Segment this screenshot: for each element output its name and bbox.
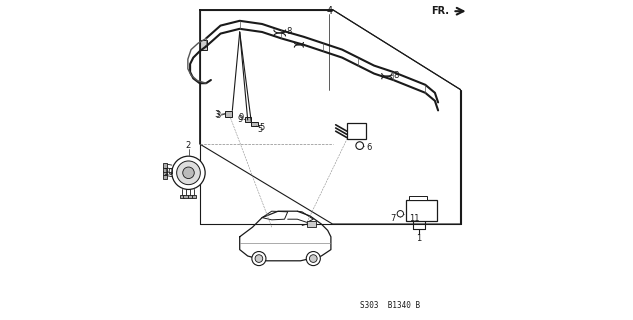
- Circle shape: [172, 156, 205, 189]
- Bar: [187, 195, 192, 198]
- Text: 7: 7: [391, 214, 396, 223]
- Bar: [163, 175, 167, 179]
- Bar: [246, 117, 251, 122]
- Text: 4: 4: [326, 6, 332, 16]
- Bar: [410, 196, 427, 200]
- Circle shape: [255, 255, 263, 262]
- Text: 2: 2: [186, 141, 191, 150]
- Bar: [347, 123, 366, 139]
- Text: 11: 11: [409, 214, 419, 223]
- Text: 5: 5: [260, 124, 265, 132]
- Circle shape: [397, 211, 404, 217]
- Text: 3: 3: [215, 111, 220, 120]
- Text: 9: 9: [237, 115, 242, 124]
- Text: 3: 3: [215, 110, 220, 119]
- Text: 8: 8: [393, 71, 399, 80]
- Circle shape: [306, 252, 320, 266]
- Circle shape: [183, 167, 194, 179]
- Text: FR.: FR.: [431, 6, 449, 16]
- Bar: [180, 195, 184, 198]
- Text: 10: 10: [163, 168, 173, 177]
- Text: 1: 1: [417, 234, 422, 243]
- Bar: [163, 167, 167, 172]
- Bar: [184, 195, 188, 198]
- Bar: [192, 195, 196, 198]
- Bar: [163, 163, 167, 168]
- Text: 5: 5: [258, 125, 263, 134]
- Text: S303  B1340 B: S303 B1340 B: [360, 301, 420, 310]
- Bar: [251, 122, 258, 126]
- Bar: [307, 221, 316, 227]
- Text: 9: 9: [239, 113, 244, 122]
- Bar: [163, 171, 167, 175]
- Text: 8: 8: [286, 28, 291, 36]
- Bar: [406, 200, 437, 221]
- Circle shape: [356, 142, 363, 149]
- Bar: [199, 40, 207, 50]
- Circle shape: [310, 255, 317, 262]
- Bar: [225, 111, 232, 117]
- Circle shape: [252, 252, 266, 266]
- Text: 6: 6: [366, 143, 372, 152]
- Circle shape: [177, 161, 200, 185]
